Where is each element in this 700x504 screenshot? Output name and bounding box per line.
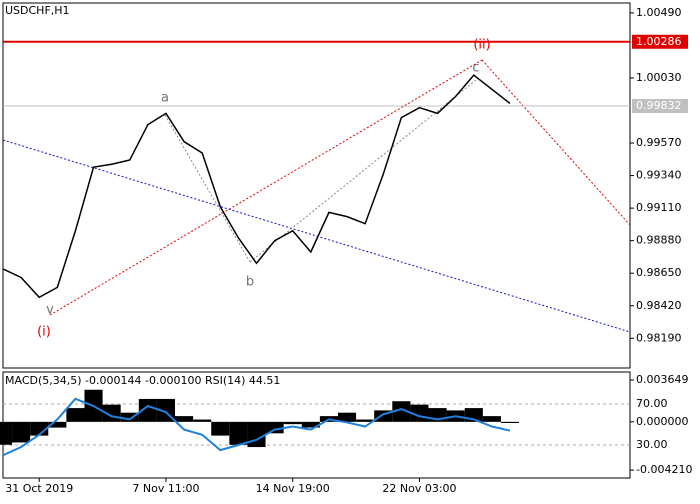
chart-title: USDCHF,H1 bbox=[5, 4, 70, 17]
y-tick-label: 0.98650 bbox=[636, 266, 682, 279]
macd-bar bbox=[175, 416, 194, 422]
macd-bar bbox=[211, 421, 230, 436]
macd-bar bbox=[120, 412, 139, 422]
x-tick-label: 7 Nov 11:00 bbox=[132, 482, 199, 495]
macd-bar bbox=[193, 419, 212, 422]
y2-tick-label: 30.00 bbox=[636, 438, 668, 451]
wave-line bbox=[164, 114, 251, 263]
main-panel bbox=[2, 2, 631, 369]
rsi-line bbox=[2, 397, 511, 457]
macd-bar bbox=[12, 421, 31, 443]
y-tick-label: 0.99340 bbox=[636, 169, 682, 182]
level-label-bg bbox=[632, 98, 688, 113]
y-tick-label: 0.000000 bbox=[636, 415, 689, 428]
level-label: 0.99832 bbox=[636, 99, 682, 112]
wave-label: a bbox=[161, 91, 169, 106]
y-tick-label: 0.98420 bbox=[636, 299, 682, 312]
macd-bar bbox=[374, 410, 393, 422]
trend-line bbox=[2, 139, 631, 333]
wave-label: v bbox=[46, 303, 54, 318]
y-tick-label: 0.98880 bbox=[636, 234, 682, 247]
macd-bar bbox=[500, 421, 520, 423]
x-tick-label: 22 Nov 03:00 bbox=[382, 482, 456, 495]
y2-tick-label: 70.00 bbox=[636, 397, 668, 410]
wave-label: b bbox=[246, 275, 254, 290]
wave-label: (ii) bbox=[473, 38, 490, 53]
macd-bar bbox=[301, 421, 320, 428]
macd-bar bbox=[337, 412, 357, 422]
x-tick-label: 31 Oct 2019 bbox=[5, 482, 73, 495]
macd-bar bbox=[229, 421, 248, 445]
y-tick-label: 0.98190 bbox=[636, 331, 682, 344]
macd-bar bbox=[482, 416, 501, 422]
macd-bar bbox=[138, 398, 157, 422]
wave-line bbox=[249, 79, 477, 263]
y-tick-label: 0.99110 bbox=[636, 201, 682, 214]
level-label: 1.00286 bbox=[636, 35, 682, 48]
macd-bar bbox=[48, 421, 67, 428]
macd-bar bbox=[392, 401, 411, 422]
y-tick-label: -0.004210 bbox=[636, 463, 692, 476]
y-tick-label: 0.003649 bbox=[636, 373, 689, 386]
macd-bar bbox=[265, 421, 284, 434]
macd-bar bbox=[356, 419, 375, 422]
macd-bar bbox=[283, 421, 302, 425]
macd-bar bbox=[66, 408, 85, 422]
y-tick-label: 0.99570 bbox=[636, 136, 682, 149]
y-tick-label: 1.00030 bbox=[636, 71, 682, 84]
macd-bar bbox=[247, 421, 266, 448]
y-tick-label: 1.00490 bbox=[636, 6, 682, 19]
x-tick-label: 14 Nov 19:00 bbox=[256, 482, 330, 495]
wave-label: c bbox=[472, 61, 479, 76]
macd-bar bbox=[0, 421, 13, 445]
indicator-title: MACD(5,34,5) -0.000144 -0.000100 RSI(14)… bbox=[5, 374, 280, 387]
level-label-bg bbox=[632, 34, 688, 49]
price-line bbox=[2, 74, 511, 299]
wave-label: (i) bbox=[37, 325, 51, 340]
trend-line bbox=[481, 59, 631, 226]
